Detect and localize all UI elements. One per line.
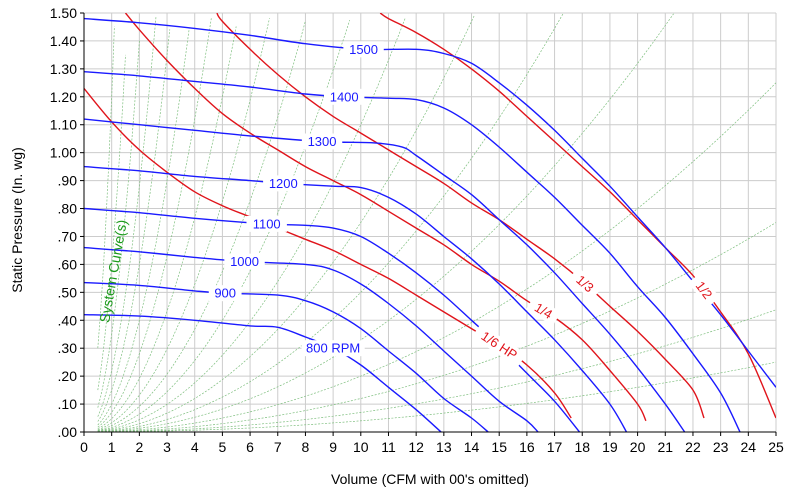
system-curve	[97, 18, 212, 428]
hp-label-group: 1/4	[525, 295, 562, 326]
x-tick-label: 19	[602, 439, 618, 455]
y-tick-label: 1.20	[50, 89, 77, 105]
rpm-label-1500: 1500	[349, 42, 378, 57]
x-tick-label: 14	[464, 439, 480, 455]
x-tick-label: 6	[246, 439, 254, 455]
rpm-label-1200: 1200	[269, 176, 298, 191]
hp-label-bg	[471, 323, 527, 368]
y-tick-label: .60	[58, 256, 78, 272]
rpm-curve-1000	[84, 246, 539, 432]
hp-label-bg	[688, 272, 720, 308]
x-tick-label: 20	[630, 439, 646, 455]
x-tick-label: 24	[741, 439, 757, 455]
rpm-curve-1200	[84, 165, 628, 432]
rpm-label-bg	[343, 41, 384, 58]
y-axis-title: Static Pressure (In. wg)	[9, 147, 25, 293]
rpm-label-1400: 1400	[330, 89, 359, 104]
y-tick-label: .30	[58, 340, 78, 356]
x-tick-label: 21	[657, 439, 673, 455]
system-curve	[97, 40, 140, 408]
x-axis-title: Volume (CFM with 00's omitted)	[331, 471, 529, 487]
x-tick-label: 16	[519, 439, 535, 455]
system-curve	[97, 28, 190, 426]
system-curve	[97, 54, 126, 391]
x-tick-label: 18	[574, 439, 590, 455]
axis-layer: 0 1 2 3 4 5 6 7 8 9 10 11 12 13 14 15 16 17 18 19 20 21 22 23 24…	[50, 5, 784, 455]
system-curves-layer	[97, 13, 776, 432]
x-tick-label: 22	[685, 439, 701, 455]
hp-curve-1-2	[379, 13, 776, 419]
system-curve	[97, 13, 564, 432]
system-curve	[97, 18, 270, 431]
y-tick-label: .10	[58, 396, 78, 412]
system-curve	[97, 13, 674, 432]
system-curve	[97, 20, 306, 431]
y-tick-label: .20	[58, 368, 78, 384]
hp-curve-1-4	[124, 13, 647, 422]
x-tick-label: 10	[353, 439, 369, 455]
x-tick-label: 11	[381, 439, 396, 455]
system-curve	[97, 18, 406, 432]
system-curve	[97, 15, 475, 432]
y-tick-label: .80	[58, 201, 78, 217]
system-curve	[97, 29, 171, 422]
y-tick-label: .70	[58, 228, 78, 244]
x-tick-label: 5	[219, 439, 227, 455]
x-tick-label: 13	[436, 439, 452, 455]
system-curve	[97, 26, 237, 429]
rpm-curve-1500	[84, 17, 776, 388]
hp-curve-1-3	[216, 13, 705, 419]
rpm-label-1300: 1300	[308, 134, 337, 149]
rpm-label-bg	[323, 88, 365, 105]
rpm-label-bg	[208, 285, 242, 302]
y-tick-label: .40	[58, 312, 78, 328]
rpm-label-800-rpm: 800 RPM	[306, 341, 360, 356]
rpm-curve-1300	[84, 118, 686, 432]
x-tick-label: 25	[768, 439, 784, 455]
y-tick-label: .50	[58, 284, 78, 300]
y-tick-label: 1.40	[50, 33, 77, 49]
x-tick-label: 15	[491, 439, 507, 455]
system-curve	[97, 82, 776, 432]
hp-label-bg	[525, 295, 562, 326]
rpm-label-bg	[301, 133, 343, 150]
x-tick-label: 23	[713, 439, 729, 455]
x-tick-label: 12	[408, 439, 424, 455]
y-tick-label: .00	[58, 424, 78, 440]
y-tick-label: 1.30	[50, 61, 77, 77]
x-tick-label: 1	[108, 439, 116, 455]
y-tick-label: 1.00	[50, 145, 77, 161]
rpm-curve-800-rpm	[84, 314, 442, 432]
x-tick-label: 8	[302, 439, 310, 455]
rpm-curve-1400	[84, 71, 741, 432]
system-curves-label: System Curve(s)	[96, 218, 130, 323]
x-tick-label: 7	[274, 439, 282, 455]
x-tick-label: 17	[547, 439, 563, 455]
x-tick-label: 9	[329, 439, 337, 455]
rpm-label-1000: 1000	[230, 254, 259, 269]
rpm-label-900: 900	[214, 286, 236, 301]
x-tick-label: 3	[163, 439, 171, 455]
hp-label-bg	[567, 267, 603, 301]
system-curve	[97, 26, 115, 349]
x-tick-label: 4	[191, 439, 199, 455]
rpm-label-bg	[224, 253, 265, 270]
x-tick-label: 2	[135, 439, 143, 455]
x-tick-label: 0	[80, 439, 88, 455]
rpm-label-bg	[263, 175, 304, 192]
system-curve	[97, 361, 776, 432]
system-curve	[97, 309, 776, 432]
y-tick-label: 1.10	[50, 117, 77, 133]
system-curve	[97, 222, 776, 432]
rpm-label-bg	[301, 340, 365, 357]
rpm-label-bg	[246, 215, 287, 232]
rpm-label-1100: 1100	[253, 216, 281, 231]
y-tick-label: .90	[58, 173, 78, 189]
y-tick-label: 1.50	[50, 5, 77, 21]
rpm-curve-900	[84, 281, 489, 432]
series-layer	[84, 13, 776, 432]
grid-layer	[83, 12, 777, 433]
